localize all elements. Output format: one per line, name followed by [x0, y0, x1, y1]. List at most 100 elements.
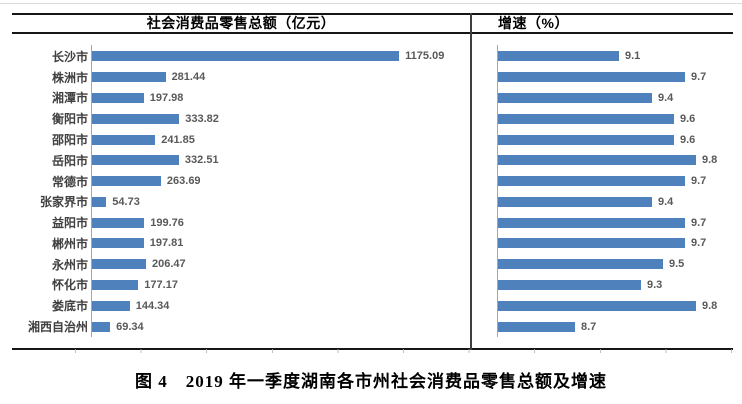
bar-row: 8.7	[498, 316, 740, 337]
category-label: 邵阳市	[51, 133, 88, 148]
bar-row: 54.73	[92, 191, 458, 212]
bar	[498, 217, 685, 228]
value-label: 8.7	[581, 320, 597, 333]
value-label: 206.47	[151, 258, 186, 271]
value-label: 9.7	[690, 71, 707, 84]
value-label: 9.7	[690, 175, 707, 188]
bar-row: 9.6	[498, 129, 740, 150]
category-label: 湘西自治州	[27, 320, 88, 335]
value-label: 9.7	[690, 216, 707, 229]
category-label: 长沙市	[51, 49, 88, 64]
bar	[92, 72, 166, 83]
figure-caption: 图 4 2019 年一季度湖南各市州社会消费品零售总额及增速	[135, 372, 607, 391]
bar-row: 9.4	[498, 88, 740, 109]
right-chart-bars: 9.1 9.7 9.4 9.6 9.6 9.8 9.7 9.4 9.7 9.7 9.5 9.3 9.8 8…	[498, 46, 740, 337]
category-label: 常德市	[51, 174, 88, 189]
value-label: 9.1	[625, 50, 641, 63]
bar	[92, 113, 180, 124]
bar	[92, 279, 139, 290]
bar	[92, 238, 144, 249]
bar	[498, 196, 652, 207]
value-label: 241.85	[161, 133, 195, 146]
value-label: 9.3	[646, 278, 663, 291]
bar-row: 1175.09	[92, 46, 458, 67]
bar	[92, 92, 144, 103]
value-label: 197.98	[149, 91, 184, 104]
category-label: 娄底市	[51, 299, 88, 314]
bar-row: 9.7	[498, 67, 740, 88]
value-label: 144.34	[135, 299, 170, 312]
bar-row: 69.34	[92, 316, 458, 337]
bar-row: 197.98	[92, 88, 458, 109]
bar	[498, 176, 685, 187]
bar	[92, 300, 130, 311]
bar-row: 263.69	[92, 171, 458, 192]
bar-row: 9.5	[498, 254, 740, 275]
bar	[498, 238, 685, 249]
bar	[498, 51, 619, 62]
bar	[498, 134, 674, 145]
bar	[498, 300, 696, 311]
bar	[498, 72, 685, 83]
bar-row: 197.81	[92, 233, 458, 254]
bottom-tick-marks	[75, 349, 733, 353]
value-label: 333.82	[185, 112, 219, 125]
bar	[498, 155, 696, 166]
bar-row: 9.7	[498, 212, 740, 233]
bar-row: 9.3	[498, 275, 740, 296]
bar-row: 281.44	[92, 67, 458, 88]
bar	[92, 259, 146, 270]
bar-row: 333.82	[92, 108, 458, 129]
category-label: 郴州市	[51, 236, 88, 251]
bar-row: 144.34	[92, 295, 458, 316]
bar	[92, 176, 161, 187]
bar	[498, 113, 674, 124]
bar-row: 9.7	[498, 171, 740, 192]
value-label: 69.34	[116, 320, 144, 333]
value-label: 9.8	[702, 154, 718, 167]
header-bottom-line	[12, 32, 733, 34]
category-label: 张家界市	[39, 195, 88, 210]
left-chart-title: 社会消费品零售总额（亿元）	[146, 15, 336, 31]
value-label: 1175.09	[405, 50, 445, 63]
right-chart-y-axis	[497, 45, 498, 337]
category-label: 岳阳市	[51, 153, 88, 168]
category-label: 株洲市	[51, 70, 88, 85]
bar	[498, 279, 641, 290]
bar-row: 177.17	[92, 275, 458, 296]
scan-artifact-line	[0, 3, 742, 4]
bar-row: 9.6	[498, 108, 740, 129]
bar	[498, 321, 575, 332]
category-label: 怀化市	[51, 278, 88, 293]
category-label: 湘潭市	[51, 91, 88, 106]
category-label: 衡阳市	[51, 112, 88, 127]
category-label: 永州市	[51, 257, 88, 272]
value-label: 332.51	[184, 154, 219, 167]
bar-row: 9.8	[498, 295, 740, 316]
value-label: 177.17	[144, 278, 178, 291]
bar	[92, 134, 156, 145]
value-label: 9.8	[702, 299, 718, 312]
bar-row: 206.47	[92, 254, 458, 275]
value-label: 9.5	[668, 258, 685, 271]
bar-row: 9.8	[498, 150, 740, 171]
value-label: 9.7	[690, 237, 707, 250]
bar	[92, 51, 400, 62]
bar	[92, 217, 145, 228]
category-axis-labels: 长沙市 株洲市 湘潭市 衡阳市 邵阳市 岳阳市 常德市 张家界市 益阳市 郴州市 永州市 怀化市 娄底市…	[8, 46, 88, 337]
bar-row: 241.85	[92, 129, 458, 150]
panel-divider-line	[470, 13, 472, 350]
bar-row: 332.51	[92, 150, 458, 171]
value-label: 263.69	[166, 175, 201, 188]
bar	[498, 92, 652, 103]
value-label: 281.44	[171, 71, 206, 84]
left-chart-y-axis	[91, 45, 92, 337]
bar-row: 9.1	[498, 46, 740, 67]
value-label: 199.76	[150, 216, 184, 229]
bar	[498, 259, 663, 270]
value-label: 197.81	[149, 237, 184, 250]
bar-row: 199.76	[92, 212, 458, 233]
bar-row: 9.7	[498, 233, 740, 254]
value-label: 9.6	[680, 112, 696, 125]
